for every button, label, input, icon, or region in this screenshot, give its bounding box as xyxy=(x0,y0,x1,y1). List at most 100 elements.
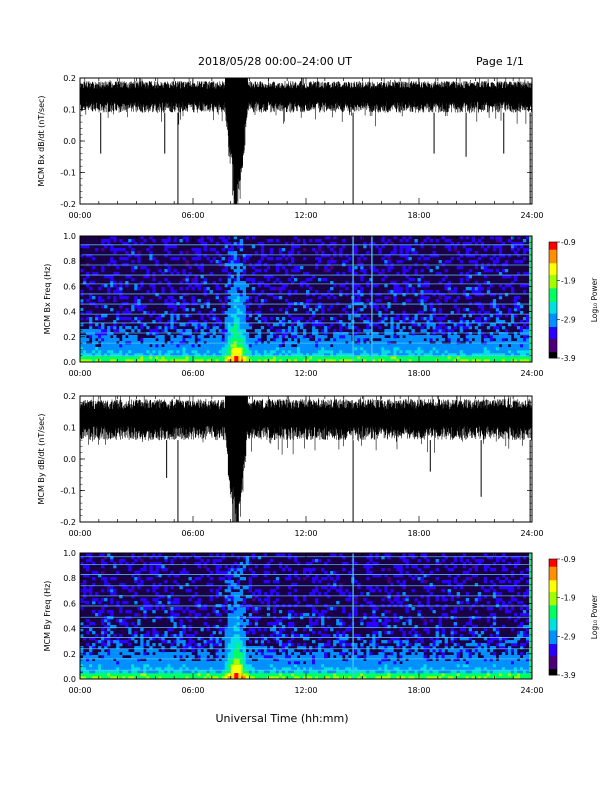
bx-freq-cell xyxy=(179,356,183,360)
bx-freq-cell xyxy=(336,350,340,354)
by-freq-cell xyxy=(272,622,277,626)
bx-freq-cell xyxy=(348,326,352,330)
bx-freq-cell xyxy=(167,281,171,285)
by-freq-cell xyxy=(245,655,250,659)
by-freq-cell xyxy=(302,634,307,638)
by-freq-cell xyxy=(176,574,180,578)
by-freq-cell xyxy=(224,673,228,677)
by-freq-cell xyxy=(101,634,105,638)
bx-freq-cell xyxy=(143,356,147,360)
by-freq-cell xyxy=(80,598,84,602)
bx-freq-cell xyxy=(393,245,397,249)
bx-freq-cell xyxy=(200,323,204,327)
by-freq-cell xyxy=(269,667,274,671)
bx-freq-cell xyxy=(101,353,105,357)
bx-freq-cell xyxy=(474,338,479,342)
bx-freq-cell xyxy=(158,314,162,318)
by-freq-cell xyxy=(86,658,90,662)
by-freq-cell xyxy=(101,562,105,566)
by-freq-cell xyxy=(293,655,298,659)
bx-freq-cell xyxy=(444,284,448,288)
bx-freq-cell xyxy=(113,248,117,252)
bx-freq-cell xyxy=(281,359,286,363)
by-freq-cell xyxy=(275,619,280,623)
bx-freq-cell xyxy=(296,335,301,339)
bx-freq-cell xyxy=(519,341,524,345)
by-freq-cell xyxy=(89,661,93,665)
by-freq-cell xyxy=(182,676,186,680)
bx-freq-cell xyxy=(158,341,162,345)
bx-freq-cell xyxy=(230,308,234,312)
bx-freq-cell xyxy=(324,341,328,345)
bx-freq-cell xyxy=(188,314,192,318)
bx-freq-cell xyxy=(312,353,316,357)
bx-freq-cell xyxy=(128,275,132,279)
bx-freq-cell xyxy=(420,335,424,339)
bx-freq-cell xyxy=(423,353,427,357)
bx-freq-cell xyxy=(278,257,283,261)
by-freq-cell xyxy=(176,649,180,653)
bx-freq-cell xyxy=(224,284,228,288)
by-freq-cell xyxy=(164,631,168,635)
by-freq-cell xyxy=(146,643,150,647)
by-freq-cell xyxy=(309,625,313,629)
bx-freq-cell xyxy=(453,326,457,330)
bx-freq-cell xyxy=(492,347,497,351)
bx-freq-cell xyxy=(432,314,436,318)
by-freq-cell xyxy=(236,580,240,584)
by-freq-cell xyxy=(233,562,237,566)
bx-freq-cell xyxy=(182,329,186,333)
bx-freq-cell xyxy=(233,335,237,339)
bx-freq-cell xyxy=(495,305,500,309)
bx-freq-cell xyxy=(522,356,527,360)
bx-freq-cell xyxy=(519,326,524,330)
bx-freq-cell xyxy=(212,314,216,318)
bx-freq-cell xyxy=(510,248,515,252)
bx-freq-cell xyxy=(333,242,337,246)
by-freq-cell xyxy=(209,655,213,659)
by-freq-cell xyxy=(185,667,189,671)
by-freq-cell xyxy=(89,556,93,560)
bx-freq-cell xyxy=(137,359,141,363)
bx-freq-cell xyxy=(164,248,168,252)
bx-freq-cell xyxy=(152,320,156,324)
bx-freq-cell xyxy=(110,278,114,282)
bx-freq-cell xyxy=(230,305,234,309)
by-freq-cell xyxy=(215,565,219,569)
bx-freq-cell xyxy=(89,359,93,363)
bx-freq-cell xyxy=(342,323,346,327)
bx-freq-cell xyxy=(393,281,397,285)
by-freq-cell xyxy=(131,658,135,662)
by-freq-cell xyxy=(248,583,253,587)
bx-freq-cell xyxy=(372,353,376,357)
bx-freq-cell xyxy=(278,290,283,294)
by-freq-cell xyxy=(143,643,147,647)
by-freq-cell xyxy=(254,637,259,641)
by-freq-cell xyxy=(110,631,114,635)
by-freq-cell xyxy=(215,667,219,671)
bx-freq-cell xyxy=(116,314,120,318)
by-freq-cell xyxy=(134,664,138,668)
bx-freq-cell xyxy=(378,356,382,360)
bx-freq-cell xyxy=(399,290,403,294)
by-freq-cell xyxy=(104,631,108,635)
bx-freq-cell xyxy=(248,323,253,327)
bx-freq-cell xyxy=(254,329,259,333)
bx-freq-cell xyxy=(293,236,298,240)
by-freq-cell xyxy=(80,664,84,668)
bx-freq-cell xyxy=(149,236,153,240)
bx-freq-cell xyxy=(269,257,274,261)
by-freq-cell xyxy=(257,664,262,668)
by-freq-cell xyxy=(149,667,153,671)
by-freq-cell xyxy=(125,652,129,656)
bx-freq-cell xyxy=(146,275,150,279)
bx-freq-ytick-label: 0.0 xyxy=(63,358,76,367)
bx-freq-cell xyxy=(245,296,250,300)
bx-freq-ytick-label: 0.2 xyxy=(63,333,76,342)
bx-freq-cell xyxy=(522,359,527,363)
by-freq-cell xyxy=(272,637,277,641)
by-freq-cell xyxy=(315,655,319,659)
bx-freq-cell xyxy=(185,323,189,327)
bx-freq-cell xyxy=(164,242,168,246)
by-freq-cell xyxy=(218,664,222,668)
